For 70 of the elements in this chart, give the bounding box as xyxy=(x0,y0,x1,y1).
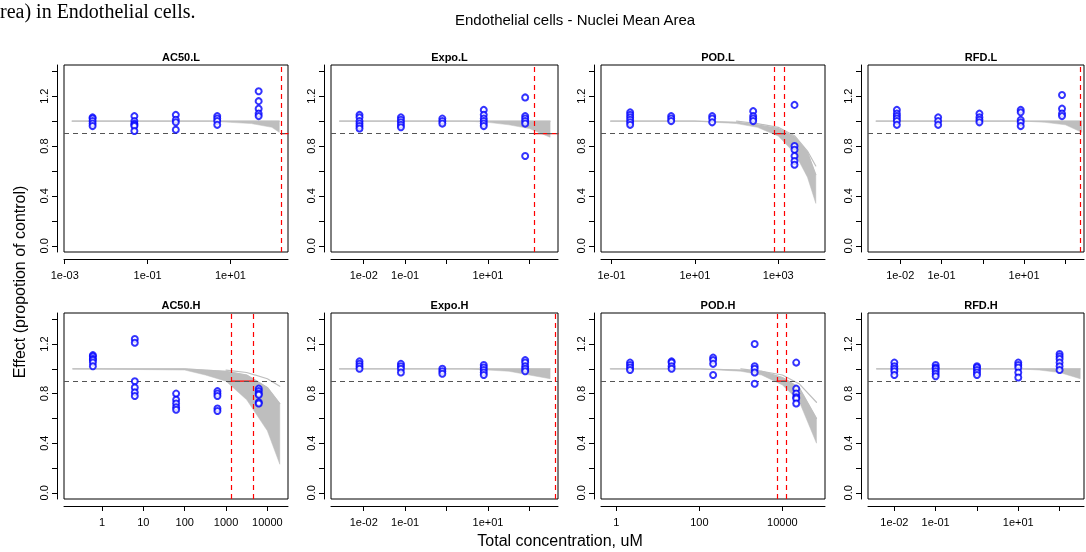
y-tick-label: 1.2 xyxy=(574,88,587,104)
y-tick-label: 0.0 xyxy=(841,485,854,501)
y-tick-label: 0.8 xyxy=(574,385,587,402)
x-tick-label: 1e+01 xyxy=(1002,515,1034,528)
chart-title: Expo.L xyxy=(431,50,469,63)
x-tick-label: 1 xyxy=(613,515,620,528)
y-tick-label: 0.4 xyxy=(574,188,587,204)
x-tick-label: 10000 xyxy=(252,515,283,528)
x-tick-label: 100 xyxy=(175,515,194,528)
y-tick-label: 0.4 xyxy=(574,435,587,451)
x-tick-label: 1e-02 xyxy=(886,268,915,281)
y-tick-label: 0.8 xyxy=(841,138,854,154)
x-tick-label: 1e+01 xyxy=(215,268,246,281)
x-tick-label: 1e-01 xyxy=(927,268,956,281)
x-tick-label: 1e-03 xyxy=(50,268,79,281)
y-tick-label: 0.0 xyxy=(841,238,854,254)
chart-title: RFD.H xyxy=(964,298,998,311)
y-tick-label: 0.4 xyxy=(304,188,317,204)
x-tick-label: 1 xyxy=(98,515,106,528)
y-tick-label: 0.4 xyxy=(304,435,317,451)
x-tick-label: 1e-02 xyxy=(349,515,378,528)
y-tick-label: 1.2 xyxy=(841,336,854,352)
y-tick-label: 0.0 xyxy=(304,485,317,501)
x-tick-label: 1e-01 xyxy=(597,268,626,281)
chart-title: Expo.H xyxy=(430,298,469,311)
y-tick-label: 1.2 xyxy=(304,336,317,352)
x-tick-label: 10 xyxy=(137,515,150,528)
y-tick-label: 0.8 xyxy=(304,138,317,154)
chart-title: RFD.L xyxy=(964,50,998,63)
x-tick-label: 1e+01 xyxy=(472,515,504,528)
y-tick-label: 0.0 xyxy=(574,238,587,254)
y-tick-label: 0.0 xyxy=(304,238,317,254)
x-tick-label: 100 xyxy=(690,515,709,528)
x-tick-label: 10000 xyxy=(767,515,798,528)
text: rea) in Endothelial cells. xyxy=(0,0,196,22)
y-tick-label: 0.0 xyxy=(37,238,50,254)
x-tick-label: 1e-01 xyxy=(921,515,950,528)
x-tick-label: 1e-01 xyxy=(133,268,162,281)
chart-title: POD.L xyxy=(701,50,736,63)
y-tick-label: 0.8 xyxy=(304,385,317,402)
y-tick-label: 1.2 xyxy=(37,336,50,352)
x-axis-title: Total concentration, uM xyxy=(477,532,643,550)
y-tick-label: 0.4 xyxy=(841,188,854,204)
x-tick-label: 1000 xyxy=(213,515,239,528)
chart-title: AC50.H xyxy=(161,298,201,311)
y-tick-label: 1.2 xyxy=(574,336,587,352)
x-tick-label: 1e+01 xyxy=(1008,268,1040,281)
x-tick-label: 1e-01 xyxy=(391,515,420,528)
y-tick-label: 1.2 xyxy=(841,88,854,104)
y-tick-label: 0.4 xyxy=(37,188,50,204)
y-tick-label: 0.8 xyxy=(37,385,50,402)
chart-title: AC50.L xyxy=(162,50,201,63)
chart-title: POD.H xyxy=(700,298,736,311)
y-tick-label: 0.8 xyxy=(841,385,854,402)
y-tick-label: 0.8 xyxy=(574,138,587,154)
x-tick-label: 1e+01 xyxy=(472,268,504,281)
x-tick-label: 1e-02 xyxy=(349,268,378,281)
x-tick-label: 1e+01 xyxy=(679,268,711,281)
y-tick-label: 0.4 xyxy=(37,435,50,451)
y-tick-label: 0.4 xyxy=(841,435,854,451)
x-tick-label: 1e-01 xyxy=(391,268,420,281)
x-tick-label: 1e+03 xyxy=(762,268,794,281)
y-tick-label: 0.0 xyxy=(574,485,587,501)
chart-subtitle: Endothelial cells - Nuclei Mean Area xyxy=(454,11,696,28)
y-tick-label: 1.2 xyxy=(37,88,50,104)
y-tick-label: 1.2 xyxy=(304,88,317,104)
x-tick-label: 1e-02 xyxy=(880,515,909,528)
y-tick-label: 0.0 xyxy=(37,485,50,501)
y-tick-label: 0.8 xyxy=(37,138,50,154)
y-axis-title: Effect (propotion of control) xyxy=(11,185,29,379)
